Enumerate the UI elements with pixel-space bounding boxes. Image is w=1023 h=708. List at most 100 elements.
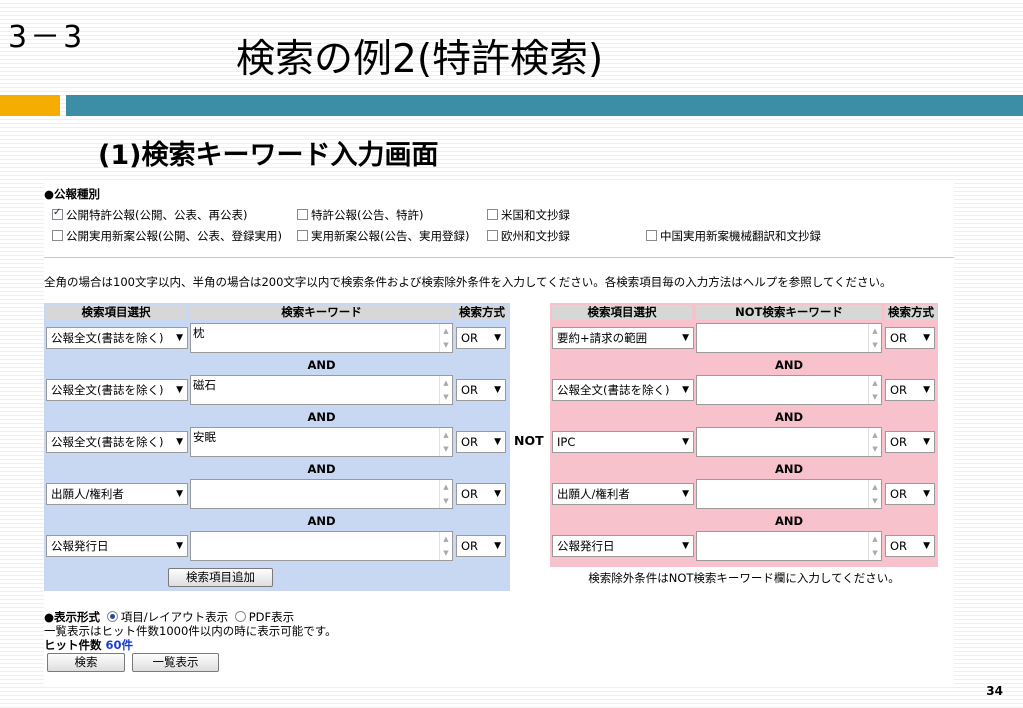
dropdown-arrow-icon: ▼	[176, 489, 183, 499]
not-label: NOT	[514, 433, 544, 448]
dropdown-arrow-icon: ▼	[176, 437, 183, 447]
search-button[interactable]: 検索	[47, 653, 125, 672]
not-mode-select-1[interactable]: OR ▼	[885, 379, 935, 401]
checkbox-icon[interactable]	[52, 230, 63, 241]
list-display-button[interactable]: 一覧表示	[132, 653, 219, 672]
checkbox-icon[interactable]	[297, 230, 308, 241]
dropdown-arrow-icon: ▼	[494, 333, 501, 343]
not-field-select-1[interactable]: 公報全文(書誌を除く) ▼	[552, 379, 694, 401]
field-select-0[interactable]: 公報全文(書誌を除く) ▼	[46, 327, 188, 349]
not-field-select-0[interactable]: 要約+請求の範囲 ▼	[552, 327, 694, 349]
header-keyword: 検索キーワード	[190, 305, 453, 320]
checkbox-icon[interactable]	[646, 230, 657, 241]
dropdown-arrow-icon: ▼	[682, 385, 689, 395]
not-field-select-3[interactable]: 出願人/権利者 ▼	[552, 483, 694, 505]
dropdown-arrow-icon: ▼	[682, 489, 689, 499]
dropdown-arrow-icon: ▼	[494, 489, 501, 499]
mode-select-2[interactable]: OR ▼	[456, 431, 506, 453]
pub-checkbox-2[interactable]: 米国和文抄録	[487, 207, 570, 223]
pub-checkbox-1[interactable]: 特許公報(公告、特許)	[297, 207, 423, 223]
accent-bar-teal	[66, 95, 1023, 116]
dropdown-arrow-icon: ▼	[494, 437, 501, 447]
add-search-item-button[interactable]: 検索項目追加	[168, 568, 273, 587]
publication-type-heading: ●公報種別	[44, 187, 101, 201]
option-pdf[interactable]: PDF表示	[248, 610, 295, 624]
dropdown-arrow-icon: ▼	[176, 541, 183, 551]
radio-selected-icon[interactable]	[106, 611, 118, 622]
instruction-text: 全角の場合は100文字以内、半角の場合は200文字以内で検索条件および検索除外条…	[44, 275, 892, 289]
scrollbar[interactable]: ▲ ▼	[868, 376, 881, 404]
exclusion-note: 検索除外条件はNOT検索キーワード欄に入力してください。	[588, 571, 900, 585]
scrollbar[interactable]: ▲ ▼	[868, 428, 881, 456]
dropdown-arrow-icon: ▼	[176, 333, 183, 343]
not-field-select-4[interactable]: 公報発行日 ▼	[552, 535, 694, 557]
field-select-4[interactable]: 公報発行日 ▼	[46, 535, 188, 557]
accent-bar-orange	[0, 95, 60, 116]
pub-checkbox-0[interactable]: 公開特許公報(公開、公表、再公表)	[52, 207, 247, 223]
mode-select-4[interactable]: OR ▼	[456, 535, 506, 557]
scrollbar[interactable]: ▲ ▼	[868, 324, 881, 352]
scrollbar[interactable]: ▲ ▼	[868, 532, 881, 560]
not-keyword-input-2[interactable]: ▲ ▼	[696, 427, 882, 457]
scrollbar[interactable]: ▲ ▼	[868, 480, 881, 508]
and-label: AND	[307, 462, 336, 476]
header-field-select: 検索項目選択	[46, 305, 186, 320]
not-mode-select-3[interactable]: OR ▼	[885, 483, 935, 505]
dropdown-arrow-icon: ▼	[176, 385, 183, 395]
search-screen: ●公報種別 公開特許公報(公開、公表、再公表) 特許公報(公告、特許) 米国和文…	[44, 182, 954, 684]
pub-checkbox-5[interactable]: 欧州和文抄録	[487, 228, 570, 244]
not-mode-select-0[interactable]: OR ▼	[885, 327, 935, 349]
exclusion-conditions-panel: 検索項目選択 NOT検索キーワード 検索方式 要約+請求の範囲 ▼ ▲ ▼ OR ▼ …	[550, 303, 938, 567]
not-keyword-input-3[interactable]: ▲ ▼	[696, 479, 882, 509]
keyword-input-2[interactable]: 安眠 ▲ ▼	[190, 427, 453, 457]
checkbox-icon[interactable]	[487, 209, 498, 220]
keyword-input-1[interactable]: 磁石 ▲ ▼	[190, 375, 453, 405]
keyword-input-0[interactable]: 枕 ▲ ▼	[190, 323, 453, 353]
pub-checkbox-4[interactable]: 実用新案公報(公告、実用登録)	[297, 228, 469, 244]
slide-title: 検索の例2(特許検索)	[236, 37, 604, 82]
and-label: AND	[307, 514, 336, 528]
scrollbar[interactable]: ▲ ▼	[439, 480, 452, 508]
not-mode-select-4[interactable]: OR ▼	[885, 535, 935, 557]
not-keyword-input-0[interactable]: ▲ ▼	[696, 323, 882, 353]
field-select-2[interactable]: 公報全文(書誌を除く) ▼	[46, 431, 188, 453]
dropdown-arrow-icon: ▼	[923, 333, 930, 343]
mode-select-0[interactable]: OR ▼	[456, 327, 506, 349]
dropdown-arrow-icon: ▼	[682, 333, 689, 343]
scrollbar[interactable]: ▲ ▼	[439, 428, 452, 456]
keyword-input-4[interactable]: ▲ ▼	[190, 531, 453, 561]
not-keyword-input-1[interactable]: ▲ ▼	[696, 375, 882, 405]
mode-select-1[interactable]: OR ▼	[456, 379, 506, 401]
scrollbar[interactable]: ▲ ▼	[439, 376, 452, 404]
dropdown-arrow-icon: ▼	[923, 489, 930, 499]
field-select-1[interactable]: 公報全文(書誌を除く) ▼	[46, 379, 188, 401]
and-label: AND	[774, 514, 804, 528]
checkbox-icon[interactable]	[487, 230, 498, 241]
hit-count-value: 60件	[105, 638, 134, 652]
page-number: 34	[986, 684, 1003, 698]
display-format-row: ●表示形式 項目/レイアウト表示 PDF表示	[44, 609, 294, 625]
not-keyword-input-4[interactable]: ▲ ▼	[696, 531, 882, 561]
not-field-select-2[interactable]: IPC ▼	[552, 431, 694, 453]
slide-subtitle: (1)検索キーワード入力画面	[98, 140, 439, 171]
dropdown-arrow-icon: ▼	[682, 541, 689, 551]
radio-icon[interactable]	[234, 611, 246, 622]
scrollbar[interactable]: ▲ ▼	[439, 532, 452, 560]
checkbox-icon[interactable]	[297, 209, 308, 220]
header-mode: 検索方式	[456, 305, 508, 320]
not-mode-select-2[interactable]: OR ▼	[885, 431, 935, 453]
dropdown-arrow-icon: ▼	[494, 385, 501, 395]
pub-checkbox-3[interactable]: 公開実用新案公報(公開、公表、登録実用)	[52, 228, 282, 244]
dropdown-arrow-icon: ▼	[682, 437, 689, 447]
checkbox-checked-icon[interactable]	[52, 207, 63, 220]
option-item-layout[interactable]: 項目/レイアウト表示	[120, 610, 229, 624]
pub-checkbox-6[interactable]: 中国実用新案機械翻訳和文抄録	[646, 228, 821, 244]
scrollbar[interactable]: ▲ ▼	[439, 324, 452, 352]
field-select-3[interactable]: 出願人/権利者 ▼	[46, 483, 188, 505]
and-label: AND	[307, 410, 336, 424]
keyword-input-3[interactable]: ▲ ▼	[190, 479, 453, 509]
and-label: AND	[307, 358, 336, 372]
dropdown-arrow-icon: ▼	[923, 541, 930, 551]
header-mode: 検索方式	[885, 305, 937, 320]
mode-select-3[interactable]: OR ▼	[456, 483, 506, 505]
